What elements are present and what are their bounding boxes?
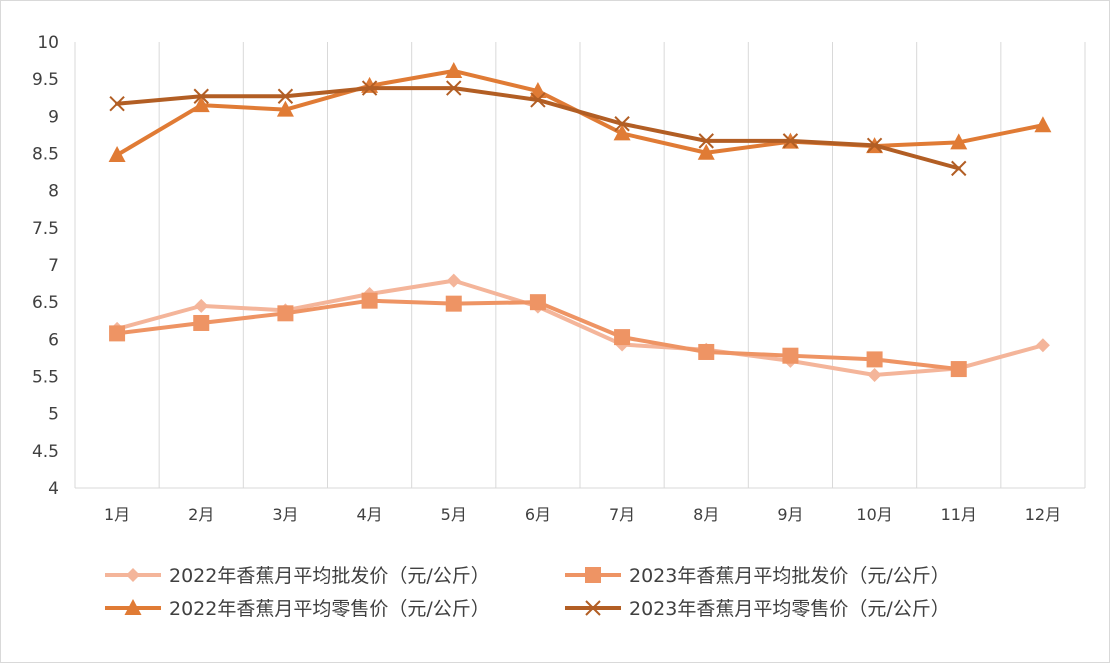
x-tick-label: 3月 bbox=[272, 505, 298, 524]
data-point bbox=[614, 116, 630, 132]
x-tick-label: 1月 bbox=[104, 505, 130, 524]
data-point bbox=[866, 351, 883, 368]
data-point bbox=[193, 88, 209, 104]
x-tick-label: 2月 bbox=[188, 505, 214, 524]
data-point bbox=[950, 133, 968, 150]
series-2 bbox=[109, 292, 967, 378]
x-tick-label: 8月 bbox=[693, 505, 719, 524]
data-point bbox=[1034, 116, 1052, 133]
x-tick-label: 5月 bbox=[441, 505, 467, 524]
legend-marker bbox=[585, 600, 601, 616]
data-point bbox=[951, 160, 967, 177]
data-point bbox=[109, 325, 126, 342]
x-tick-label: 9月 bbox=[777, 505, 803, 524]
x-tick-label: 6月 bbox=[525, 505, 551, 524]
legend-marker bbox=[585, 567, 601, 583]
y-tick-label: 7.5 bbox=[32, 219, 59, 239]
data-point bbox=[867, 368, 882, 383]
y-tick-label: 6.5 bbox=[32, 293, 59, 313]
data-point bbox=[613, 124, 631, 141]
data-point bbox=[614, 329, 631, 346]
data-point bbox=[782, 347, 799, 364]
data-point bbox=[445, 61, 463, 78]
data-point bbox=[277, 88, 294, 104]
legend-label: 2022年香蕉月平均零售价（元/公斤） bbox=[169, 598, 490, 620]
data-point bbox=[445, 295, 462, 312]
data-point bbox=[361, 80, 378, 96]
data-point bbox=[108, 145, 126, 162]
data-point bbox=[698, 133, 714, 149]
y-tick-label: 6 bbox=[48, 330, 59, 350]
series-layer bbox=[108, 61, 1052, 383]
x-tick-label: 11月 bbox=[941, 505, 977, 524]
data-point bbox=[529, 82, 547, 99]
data-point bbox=[192, 96, 210, 113]
data-point bbox=[529, 294, 546, 311]
y-tick-label: 4.5 bbox=[32, 442, 59, 462]
series-line bbox=[115, 278, 1045, 378]
legend-item: 2022年香蕉月平均零售价（元/公斤） bbox=[105, 598, 490, 620]
y-tick-label: 9.5 bbox=[32, 70, 59, 90]
x-tick-label: 12月 bbox=[1025, 505, 1061, 524]
data-point bbox=[193, 314, 210, 331]
y-tick-label: 10 bbox=[37, 33, 59, 53]
data-point bbox=[109, 95, 125, 112]
series-4 bbox=[109, 80, 967, 177]
x-tick-label: 10月 bbox=[856, 505, 892, 524]
legend: 2022年香蕉月平均批发价（元/公斤） 2023年香蕉月平均批发价（元/公斤） 20… bbox=[105, 565, 950, 620]
y-tick-label: 4 bbox=[48, 479, 59, 499]
legend-marker bbox=[124, 599, 142, 615]
legend-label: 2023年香蕉月平均零售价（元/公斤） bbox=[629, 598, 950, 620]
data-point bbox=[697, 143, 715, 160]
data-point bbox=[276, 100, 294, 117]
legend-item: 2023年香蕉月平均零售价（元/公斤） bbox=[565, 598, 950, 620]
data-point bbox=[277, 305, 294, 322]
y-tick-label: 9 bbox=[48, 107, 59, 127]
data-point bbox=[446, 80, 462, 96]
x-tick-label: 7月 bbox=[609, 505, 635, 524]
legend-item: 2023年香蕉月平均批发价（元/公斤） bbox=[565, 565, 950, 587]
x-tick-label: 4月 bbox=[356, 505, 382, 524]
data-point bbox=[530, 92, 546, 108]
y-tick-label: 5 bbox=[48, 405, 59, 425]
legend-label: 2023年香蕉月平均批发价（元/公斤） bbox=[629, 565, 950, 587]
y-tick-label: 8.5 bbox=[32, 145, 59, 165]
data-point bbox=[782, 133, 799, 149]
data-point bbox=[698, 343, 715, 360]
y-tick-label: 5.5 bbox=[32, 368, 59, 388]
legend-label: 2022年香蕉月平均批发价（元/公斤） bbox=[169, 565, 490, 587]
data-point bbox=[194, 298, 209, 313]
axes: 4 4.5 5 5.5 6 6.5 7 7.5 8 8.5 9 9.5 10 1月 2月 3月 4月 5月 6月 7月… bbox=[32, 33, 1085, 524]
data-point bbox=[950, 361, 967, 378]
gridlines bbox=[74, 42, 1086, 488]
y-tick-label: 8 bbox=[48, 182, 59, 202]
data-point bbox=[1035, 338, 1050, 353]
legend-marker bbox=[126, 568, 140, 582]
data-point bbox=[361, 292, 378, 309]
data-point bbox=[866, 137, 883, 154]
legend-item: 2022年香蕉月平均批发价（元/公斤） bbox=[105, 565, 490, 587]
y-tick-label: 7 bbox=[48, 256, 59, 276]
data-point bbox=[446, 273, 461, 288]
